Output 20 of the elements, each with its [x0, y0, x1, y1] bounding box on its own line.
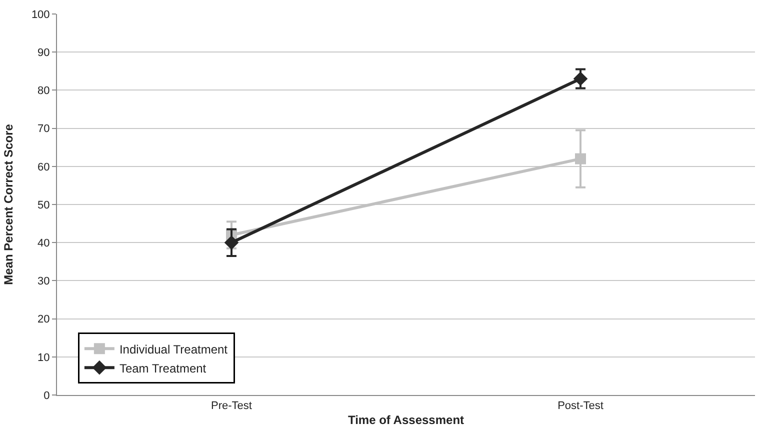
point [573, 72, 588, 86]
y-tick-label: 90 [38, 46, 50, 59]
y-tick-label: 30 [38, 276, 50, 288]
y-tick-label: 80 [38, 85, 50, 98]
y-axis-title: Mean Percent Correct Score [2, 124, 16, 285]
y-tick-label: 0 [44, 390, 50, 402]
legend-label: Team Treatment [119, 361, 207, 376]
point [575, 153, 586, 164]
y-tick-label: 60 [38, 161, 50, 174]
point [224, 235, 239, 250]
y-tick-label: 100 [31, 8, 50, 21]
x-tick-label: Post-Test [558, 400, 604, 412]
y-tick-label: 50 [38, 199, 50, 212]
x-axis-title: Time of Assessment [348, 413, 464, 428]
y-tick-label: 40 [38, 237, 50, 250]
y-tick-label: 10 [38, 352, 50, 364]
legend-label: Individual Treatment [119, 342, 228, 356]
x-tick-label: Pre-Test [211, 400, 252, 412]
y-tick-label: 70 [38, 123, 50, 136]
y-tick-label: 20 [38, 314, 50, 326]
